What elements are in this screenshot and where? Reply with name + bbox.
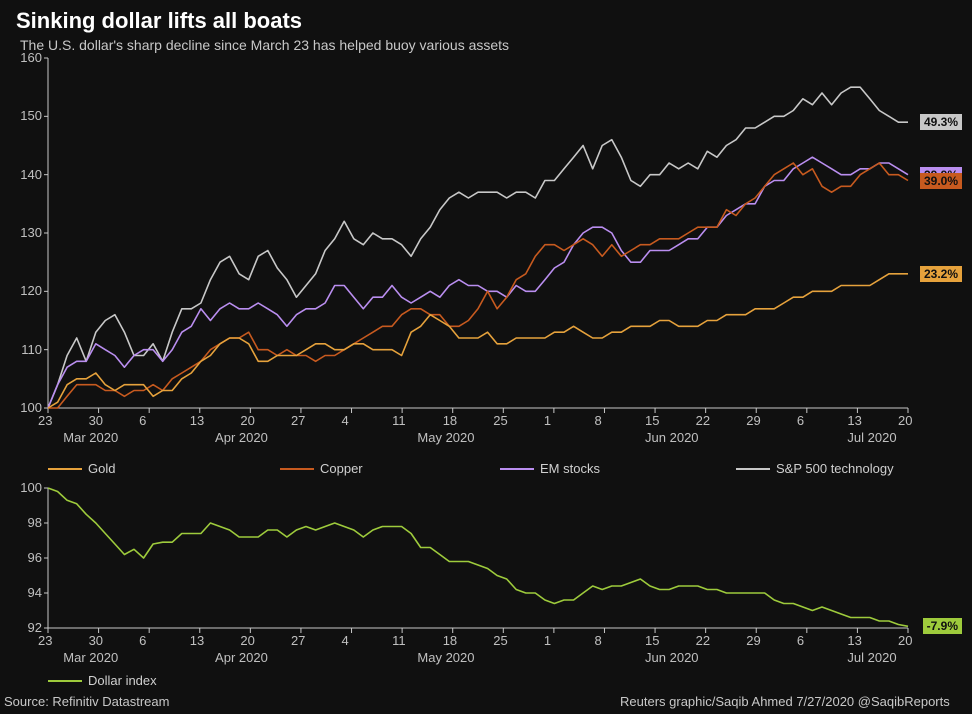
series-end-label: -7.9% — [923, 618, 962, 634]
x-month-label: Apr 2020 — [215, 650, 268, 665]
legend-label: Copper — [320, 461, 363, 476]
x-tick-label: 6 — [139, 413, 146, 428]
x-tick-label: 27 — [291, 633, 305, 648]
x-tick-label: 20 — [898, 633, 912, 648]
x-tick-label: 6 — [797, 633, 804, 648]
legend-label: S&P 500 technology — [776, 461, 894, 476]
x-tick-label: 13 — [190, 633, 204, 648]
x-month-label: Jul 2020 — [847, 430, 896, 445]
y-tick-label: 120 — [20, 283, 42, 298]
x-tick-label: 1 — [544, 633, 551, 648]
y-tick-label: 160 — [20, 50, 42, 65]
x-tick-label: 6 — [797, 413, 804, 428]
x-tick-label: 30 — [89, 633, 103, 648]
x-tick-label: 29 — [746, 633, 760, 648]
x-tick-label: 6 — [139, 633, 146, 648]
legend-swatch — [48, 680, 82, 682]
legend-label: Gold — [88, 461, 115, 476]
x-tick-label: 20 — [240, 413, 254, 428]
x-month-label: Jun 2020 — [645, 650, 699, 665]
x-tick-label: 8 — [594, 633, 601, 648]
x-tick-label: 18 — [443, 413, 457, 428]
chart-svg — [0, 0, 972, 714]
x-tick-label: 18 — [443, 633, 457, 648]
x-tick-label: 20 — [240, 633, 254, 648]
series-end-label: 49.3% — [920, 114, 962, 130]
series-end-label: 23.2% — [920, 266, 962, 282]
x-tick-label: 8 — [594, 413, 601, 428]
x-tick-label: 20 — [898, 413, 912, 428]
x-month-label: Apr 2020 — [215, 430, 268, 445]
x-month-label: Mar 2020 — [63, 430, 118, 445]
x-tick-label: 11 — [392, 633, 406, 648]
x-tick-label: 13 — [190, 413, 204, 428]
legend-swatch — [736, 468, 770, 470]
x-tick-label: 15 — [645, 633, 659, 648]
x-tick-label: 25 — [493, 633, 507, 648]
x-tick-label: 23 — [38, 413, 52, 428]
legend-label: Dollar index — [88, 673, 157, 688]
x-tick-label: 13 — [847, 413, 861, 428]
x-month-label: Jun 2020 — [645, 430, 699, 445]
y-tick-label: 98 — [28, 515, 42, 530]
y-tick-label: 140 — [20, 167, 42, 182]
x-tick-label: 22 — [696, 413, 710, 428]
legend-swatch — [500, 468, 534, 470]
legend-swatch — [48, 468, 82, 470]
x-tick-label: 30 — [89, 413, 103, 428]
x-tick-label: 27 — [291, 413, 305, 428]
source-footer: Source: Refinitiv Datastream — [4, 694, 169, 709]
legend-label: EM stocks — [540, 461, 600, 476]
x-tick-label: 25 — [493, 413, 507, 428]
x-month-label: May 2020 — [417, 430, 474, 445]
x-tick-label: 11 — [392, 413, 406, 428]
x-tick-label: 15 — [645, 413, 659, 428]
y-tick-label: 110 — [21, 342, 42, 357]
y-tick-label: 130 — [20, 225, 42, 240]
x-tick-label: 4 — [342, 633, 349, 648]
y-tick-label: 150 — [20, 108, 42, 123]
x-tick-label: 13 — [847, 633, 861, 648]
x-tick-label: 4 — [342, 413, 349, 428]
credit-footer: Reuters graphic/Saqib Ahmed 7/27/2020 @S… — [620, 694, 950, 709]
x-month-label: Mar 2020 — [63, 650, 118, 665]
x-tick-label: 23 — [38, 633, 52, 648]
y-tick-label: 96 — [28, 550, 42, 565]
y-tick-label: 94 — [28, 585, 42, 600]
x-tick-label: 1 — [544, 413, 551, 428]
x-month-label: Jul 2020 — [847, 650, 896, 665]
legend-swatch — [280, 468, 314, 470]
series-end-label: 39.0% — [920, 173, 962, 189]
x-tick-label: 29 — [746, 413, 760, 428]
y-tick-label: 100 — [20, 480, 42, 495]
x-tick-label: 22 — [696, 633, 710, 648]
x-month-label: May 2020 — [417, 650, 474, 665]
